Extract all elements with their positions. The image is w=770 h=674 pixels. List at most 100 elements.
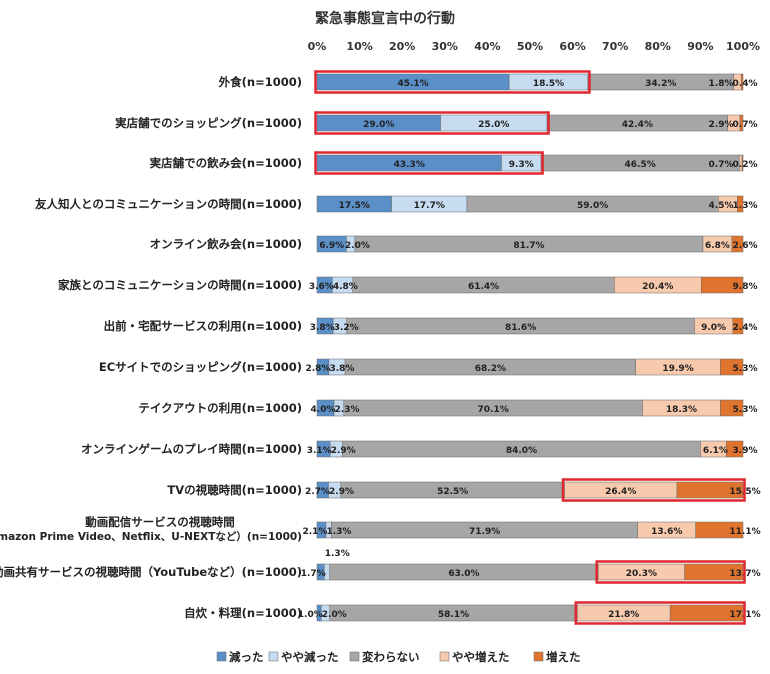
value-labels: 3.8% 3.2% 81.6% 9.0% 2.4%: [310, 323, 758, 333]
legend-label: 変わらない: [362, 650, 420, 664]
value-label: 3.9%: [733, 446, 758, 456]
highlight-box: [314, 111, 550, 135]
value-label: 81.6%: [505, 323, 536, 333]
x-tick-label: 50%: [517, 40, 543, 53]
bar-row: [316, 440, 744, 458]
value-label: 59.0%: [577, 201, 608, 211]
value-label: 63.0%: [448, 569, 479, 579]
legend-swatch: [349, 651, 360, 662]
value-label: 5.3%: [733, 364, 758, 374]
value-labels: 2.1% 1.3% 71.9% 13.6% 11.1%: [302, 527, 760, 537]
value-label: 52.5%: [437, 487, 468, 497]
value-label: 1.3%: [733, 201, 758, 211]
value-label: 2.0%: [322, 610, 347, 620]
value-label: 18.5%: [533, 79, 564, 89]
chart-title: 緊急事態宣言中の行動: [315, 10, 455, 27]
category-label: テイクアウトの利用(n=1000): [138, 401, 302, 415]
bar-row: [316, 358, 744, 376]
value-label: 4.8%: [333, 282, 358, 292]
legend-item: やや減った: [268, 650, 339, 664]
value-label: 42.4%: [622, 120, 653, 130]
value-label: 9.0%: [701, 323, 726, 333]
bar-segment: [720, 358, 744, 376]
category-label: ECサイトでのショッピング(n=1000): [99, 360, 302, 374]
value-label: 0.4%: [733, 79, 758, 89]
value-label: 1.3%: [325, 549, 350, 559]
x-tick-label: 70%: [602, 40, 628, 53]
highlight-box: [314, 70, 591, 94]
highlight-box: [314, 151, 544, 175]
bar-row: [316, 114, 744, 132]
value-label: 2.9%: [709, 120, 734, 130]
value-label: 4.0%: [311, 405, 336, 415]
category-label: 出前・宅配サービスの利用(n=1000): [104, 319, 302, 333]
x-tick-label: 30%: [432, 40, 458, 53]
value-label: 6.8%: [705, 241, 730, 251]
value-label: 0.7%: [709, 160, 734, 170]
value-label: 81.7%: [513, 241, 544, 251]
value-label: 2.9%: [329, 487, 354, 497]
bar-row: [316, 563, 744, 581]
bar-segment: [695, 521, 744, 539]
bar-row: [316, 521, 744, 539]
value-label: 19.9%: [662, 364, 693, 374]
category-label: （Amazon Prime Video、Netflix、U-NEXTなど）(n=…: [0, 530, 302, 543]
value-labels: 3.6% 4.8% 61.4% 20.4% 9.8%: [309, 282, 758, 292]
bar-segment: [741, 73, 744, 91]
x-tick-label: 20%: [389, 40, 415, 53]
bar-row: [316, 154, 744, 172]
value-label: 11.1%: [729, 527, 760, 537]
value-label: 2.1%: [302, 527, 327, 537]
x-tick-label: 100%: [726, 40, 760, 53]
bar-segment: [684, 563, 744, 581]
category-labels: 外食(n=1000) 実店舗でのショッピング(n=1000) 実店舗での飲み会(n=…: [0, 75, 302, 620]
value-labels: 43.3% 9.3% 46.5% 0.7% 0.2%: [394, 160, 758, 170]
bar-segment: [741, 154, 744, 172]
legend-label: やや減った: [281, 650, 339, 664]
value-label: 2.9%: [331, 446, 356, 456]
highlight-box: [595, 560, 746, 584]
category-label: 動画共有サービスの視聴時間（YouTubeなど）(n=1000): [0, 565, 302, 579]
x-axis-ticks: 0% 10% 20% 30% 40% 50% 60% 70% 80% 90% 100%: [308, 40, 760, 53]
legend-label: 減った: [229, 650, 264, 664]
value-label: 43.3%: [394, 160, 425, 170]
category-label: TVの視聴時間(n=1000): [167, 483, 302, 497]
value-label: 3.6%: [309, 282, 334, 292]
category-label: 友人知人とのコミュニケーションの時間(n=1000): [35, 197, 302, 211]
value-label: 20.3%: [626, 569, 657, 579]
bar-row: [316, 235, 744, 253]
legend-swatch: [439, 651, 450, 662]
x-tick-label: 0%: [308, 40, 327, 53]
value-label: 58.1%: [438, 610, 469, 620]
value-label: 2.3%: [335, 405, 360, 415]
highlight-box: [561, 478, 746, 502]
category-label: 実店舗でのショッピング(n=1000): [115, 116, 302, 130]
value-label: 13.6%: [651, 527, 682, 537]
x-tick-label: 10%: [346, 40, 372, 53]
x-tick-label: 60%: [559, 40, 585, 53]
highlight-box: [574, 601, 746, 625]
value-label: 4.5%: [709, 201, 734, 211]
value-label: 25.0%: [478, 120, 509, 130]
value-label: 3.8%: [329, 364, 354, 374]
value-label: 45.1%: [397, 79, 428, 89]
bar-segment: [701, 276, 744, 294]
bar-row: [316, 604, 744, 622]
value-labels: 2.8% 3.8% 68.2% 19.9% 5.3%: [305, 364, 757, 374]
value-label: 84.0%: [506, 446, 537, 456]
value-label: 5.3%: [733, 405, 758, 415]
bar-segment: [669, 604, 744, 622]
legend-swatch: [216, 651, 227, 662]
value-labels: 17.5% 17.7% 59.0% 4.5% 1.3%: [339, 201, 758, 211]
bar-segment: [732, 317, 744, 335]
value-label: 34.2%: [645, 79, 676, 89]
value-label: 3.2%: [334, 323, 359, 333]
value-labels: 29.0% 25.0% 42.4% 2.9% 0.7%: [363, 120, 757, 130]
legend-item: 増えた: [533, 650, 581, 664]
value-label: 3.8%: [310, 323, 335, 333]
bar-rows: 45.1% 18.5% 34.2% 1.8% 0.4% 29.0% 25.0% 42.4% 2.…: [298, 73, 761, 622]
category-label: 自炊・料理(n=1000): [184, 606, 302, 620]
bar-segment: [737, 195, 744, 213]
value-label: 2.0%: [345, 241, 370, 251]
value-label: 17.5%: [339, 201, 370, 211]
